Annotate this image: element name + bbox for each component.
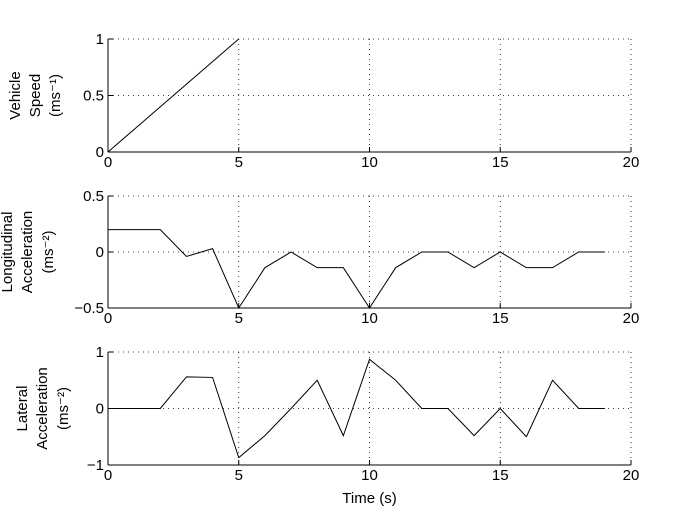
x-axis-label: Time (s) [342,490,396,507]
y-axis-label-line: Longitudinal [0,212,16,293]
y-axis-label-line: Lateral [14,386,31,432]
y-axis-label-line: Speed [27,74,44,117]
y-axis-label-line: (ms⁻²) [55,387,72,430]
x-tick-label: 0 [104,154,112,171]
x-tick-label: 10 [361,154,378,171]
y-axis-label-line: Acceleration [34,367,51,450]
x-tick-label: 10 [361,467,378,484]
y-tick-label: 1 [96,31,104,48]
x-tick-label: 20 [623,310,640,327]
y-tick-label: 0.5 [83,88,104,105]
x-tick-label: 20 [623,154,640,171]
y-tick-label: 1 [96,344,104,361]
x-tick-label: 0 [104,310,112,327]
y-tick-label: −1 [87,457,104,474]
x-tick-label: 5 [235,310,243,327]
series-line [108,229,605,310]
series-line [107,38,240,153]
x-tick-label: 5 [235,467,243,484]
x-tick-label: 10 [361,310,378,327]
y-axis-label-line: (ms⁻²) [40,231,57,274]
y-tick-label: −0.5 [74,300,104,317]
y-axis-label-line: Acceleration [19,211,36,294]
x-tick-label: 20 [623,467,640,484]
y-tick-label: 0.5 [83,188,104,205]
y-tick-label: 0 [96,144,104,161]
x-tick-label: 15 [492,310,509,327]
x-tick-label: 5 [235,154,243,171]
y-axis-label-line: (ms⁻¹) [47,74,64,117]
x-tick-label: 0 [104,467,112,484]
y-tick-label: 0 [96,401,104,418]
subplot-1: 0 5 10 15 20 0 0.5 1 Vehicle Speed (ms⁻¹) [7,31,639,171]
x-tick-label: 15 [492,467,509,484]
y-tick-label: 0 [96,244,104,261]
series-line [108,358,605,459]
y-axis-label-line: Vehicle [7,71,24,119]
x-tick-label: 15 [492,154,509,171]
